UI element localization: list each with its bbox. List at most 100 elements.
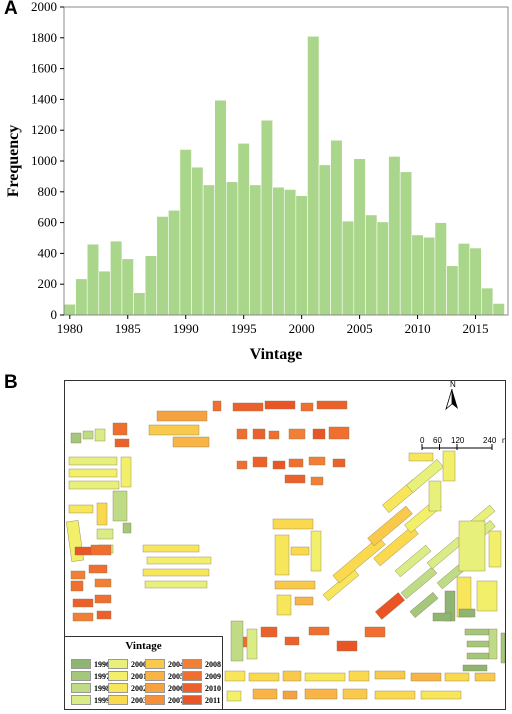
- building-footprint: [409, 592, 439, 618]
- building-footprint: [294, 596, 314, 606]
- building-footprint: [248, 672, 280, 682]
- histogram-bar: [156, 216, 169, 316]
- histogram-bar: [341, 220, 355, 316]
- legend-item: 1998: [71, 683, 110, 693]
- histogram-bar: [86, 243, 100, 316]
- histogram-bar: [365, 214, 378, 316]
- histogram-bar: [423, 236, 436, 316]
- building-footprint: [364, 626, 386, 638]
- building-footprint: [230, 620, 244, 662]
- building-footprint: [394, 544, 432, 578]
- legend-swatch: [145, 659, 165, 669]
- x-tick-label: 1990: [173, 321, 199, 336]
- legend-year-label: 2000: [131, 659, 147, 669]
- legend-item: 2004: [145, 659, 184, 669]
- building-footprint: [373, 525, 419, 567]
- legend-item: 1997: [71, 671, 110, 681]
- building-footprint: [332, 536, 386, 584]
- histogram-chart: 0 200 400 600 800 1000 1200 1400 1600 1800 2000 198…: [5, 0, 509, 363]
- scale-label-0: 0: [420, 436, 425, 445]
- building-footprint: [488, 530, 502, 568]
- building-footprint: [332, 458, 346, 468]
- map-buildings: [66, 400, 505, 702]
- x-tick-label: 2005: [347, 321, 373, 336]
- legend-swatch: [182, 671, 202, 681]
- legend-year-label: 1999: [94, 695, 110, 705]
- scale-label-60: 60: [433, 436, 442, 445]
- building-footprint: [94, 594, 112, 604]
- x-axis-label: Vintage: [250, 346, 303, 363]
- x-tick-label: 1980: [57, 321, 83, 336]
- building-footprint: [342, 688, 368, 700]
- building-footprint: [282, 690, 298, 700]
- y-tick-label: 1800: [31, 30, 57, 45]
- legend-item: 2009: [182, 671, 221, 681]
- histogram-bar: [318, 164, 331, 316]
- vintage-map: N 0 60 120 240 m Vintage 1996 1997 1998 199…: [64, 380, 506, 710]
- building-footprint: [374, 670, 406, 680]
- legend-year-label: 1997: [94, 671, 110, 681]
- legend-item: 2001: [108, 671, 147, 681]
- building-footprint: [290, 546, 310, 556]
- legend-title: Vintage: [125, 640, 162, 652]
- building-footprint: [96, 502, 108, 526]
- y-tick-label: 400: [38, 245, 58, 260]
- histogram-bar: [249, 184, 262, 316]
- building-footprint: [236, 428, 248, 440]
- building-footprint: [406, 459, 444, 493]
- building-footprint: [72, 612, 94, 622]
- legend-swatch: [145, 683, 165, 693]
- building-footprint: [70, 570, 86, 580]
- north-arrow-icon: [445, 389, 458, 411]
- histogram-bar: [283, 189, 297, 316]
- building-footprint: [68, 480, 120, 490]
- legend-item: 2000: [108, 659, 147, 669]
- building-footprint: [300, 402, 314, 412]
- building-footprint: [142, 568, 210, 577]
- legend-item: 2005: [145, 671, 184, 681]
- building-footprint: [444, 672, 470, 682]
- building-footprint: [420, 690, 462, 700]
- legend-swatch: [71, 683, 91, 693]
- x-tick-label: 2010: [405, 321, 431, 336]
- legend-item: 2010: [182, 683, 221, 693]
- building-footprint: [94, 578, 112, 588]
- y-tick-label: 0: [51, 307, 58, 322]
- histogram-bar: [399, 171, 413, 316]
- histogram-bar: [237, 142, 250, 316]
- building-footprint: [112, 490, 128, 522]
- histogram-bar: [272, 186, 285, 316]
- building-footprint: [288, 458, 304, 468]
- building-footprint: [112, 422, 128, 436]
- building-footprint: [246, 628, 258, 660]
- building-footprint: [94, 428, 106, 442]
- legend-swatch: [108, 683, 128, 693]
- legend-item: 2006: [145, 683, 184, 693]
- building-footprint: [68, 504, 94, 514]
- histogram-bar: [75, 278, 88, 316]
- y-tick-label: 1400: [31, 91, 57, 106]
- building-footprint: [268, 430, 280, 440]
- building-footprint: [272, 518, 314, 530]
- building-footprint: [90, 544, 112, 556]
- building-footprint: [284, 636, 300, 646]
- histogram-bar: [388, 156, 401, 316]
- building-footprint: [400, 566, 438, 600]
- building-footprint: [328, 426, 350, 440]
- building-footprint: [70, 580, 84, 592]
- building-footprint: [432, 612, 452, 622]
- building-footprint: [68, 468, 118, 478]
- legend-year-label: 2009: [205, 671, 221, 681]
- x-tick-label: 2000: [289, 321, 315, 336]
- building-footprint: [96, 528, 114, 540]
- histogram-bar: [492, 303, 505, 316]
- histogram-bar: [307, 35, 320, 316]
- histogram-bar: [376, 221, 389, 316]
- building-footprint: [316, 400, 348, 410]
- building-footprint: [500, 632, 505, 664]
- legend-year-label: 2003: [131, 695, 147, 705]
- y-tick-label: 800: [38, 184, 58, 199]
- building-footprint: [274, 534, 290, 576]
- building-footprint: [284, 474, 306, 484]
- building-footprint: [374, 690, 416, 700]
